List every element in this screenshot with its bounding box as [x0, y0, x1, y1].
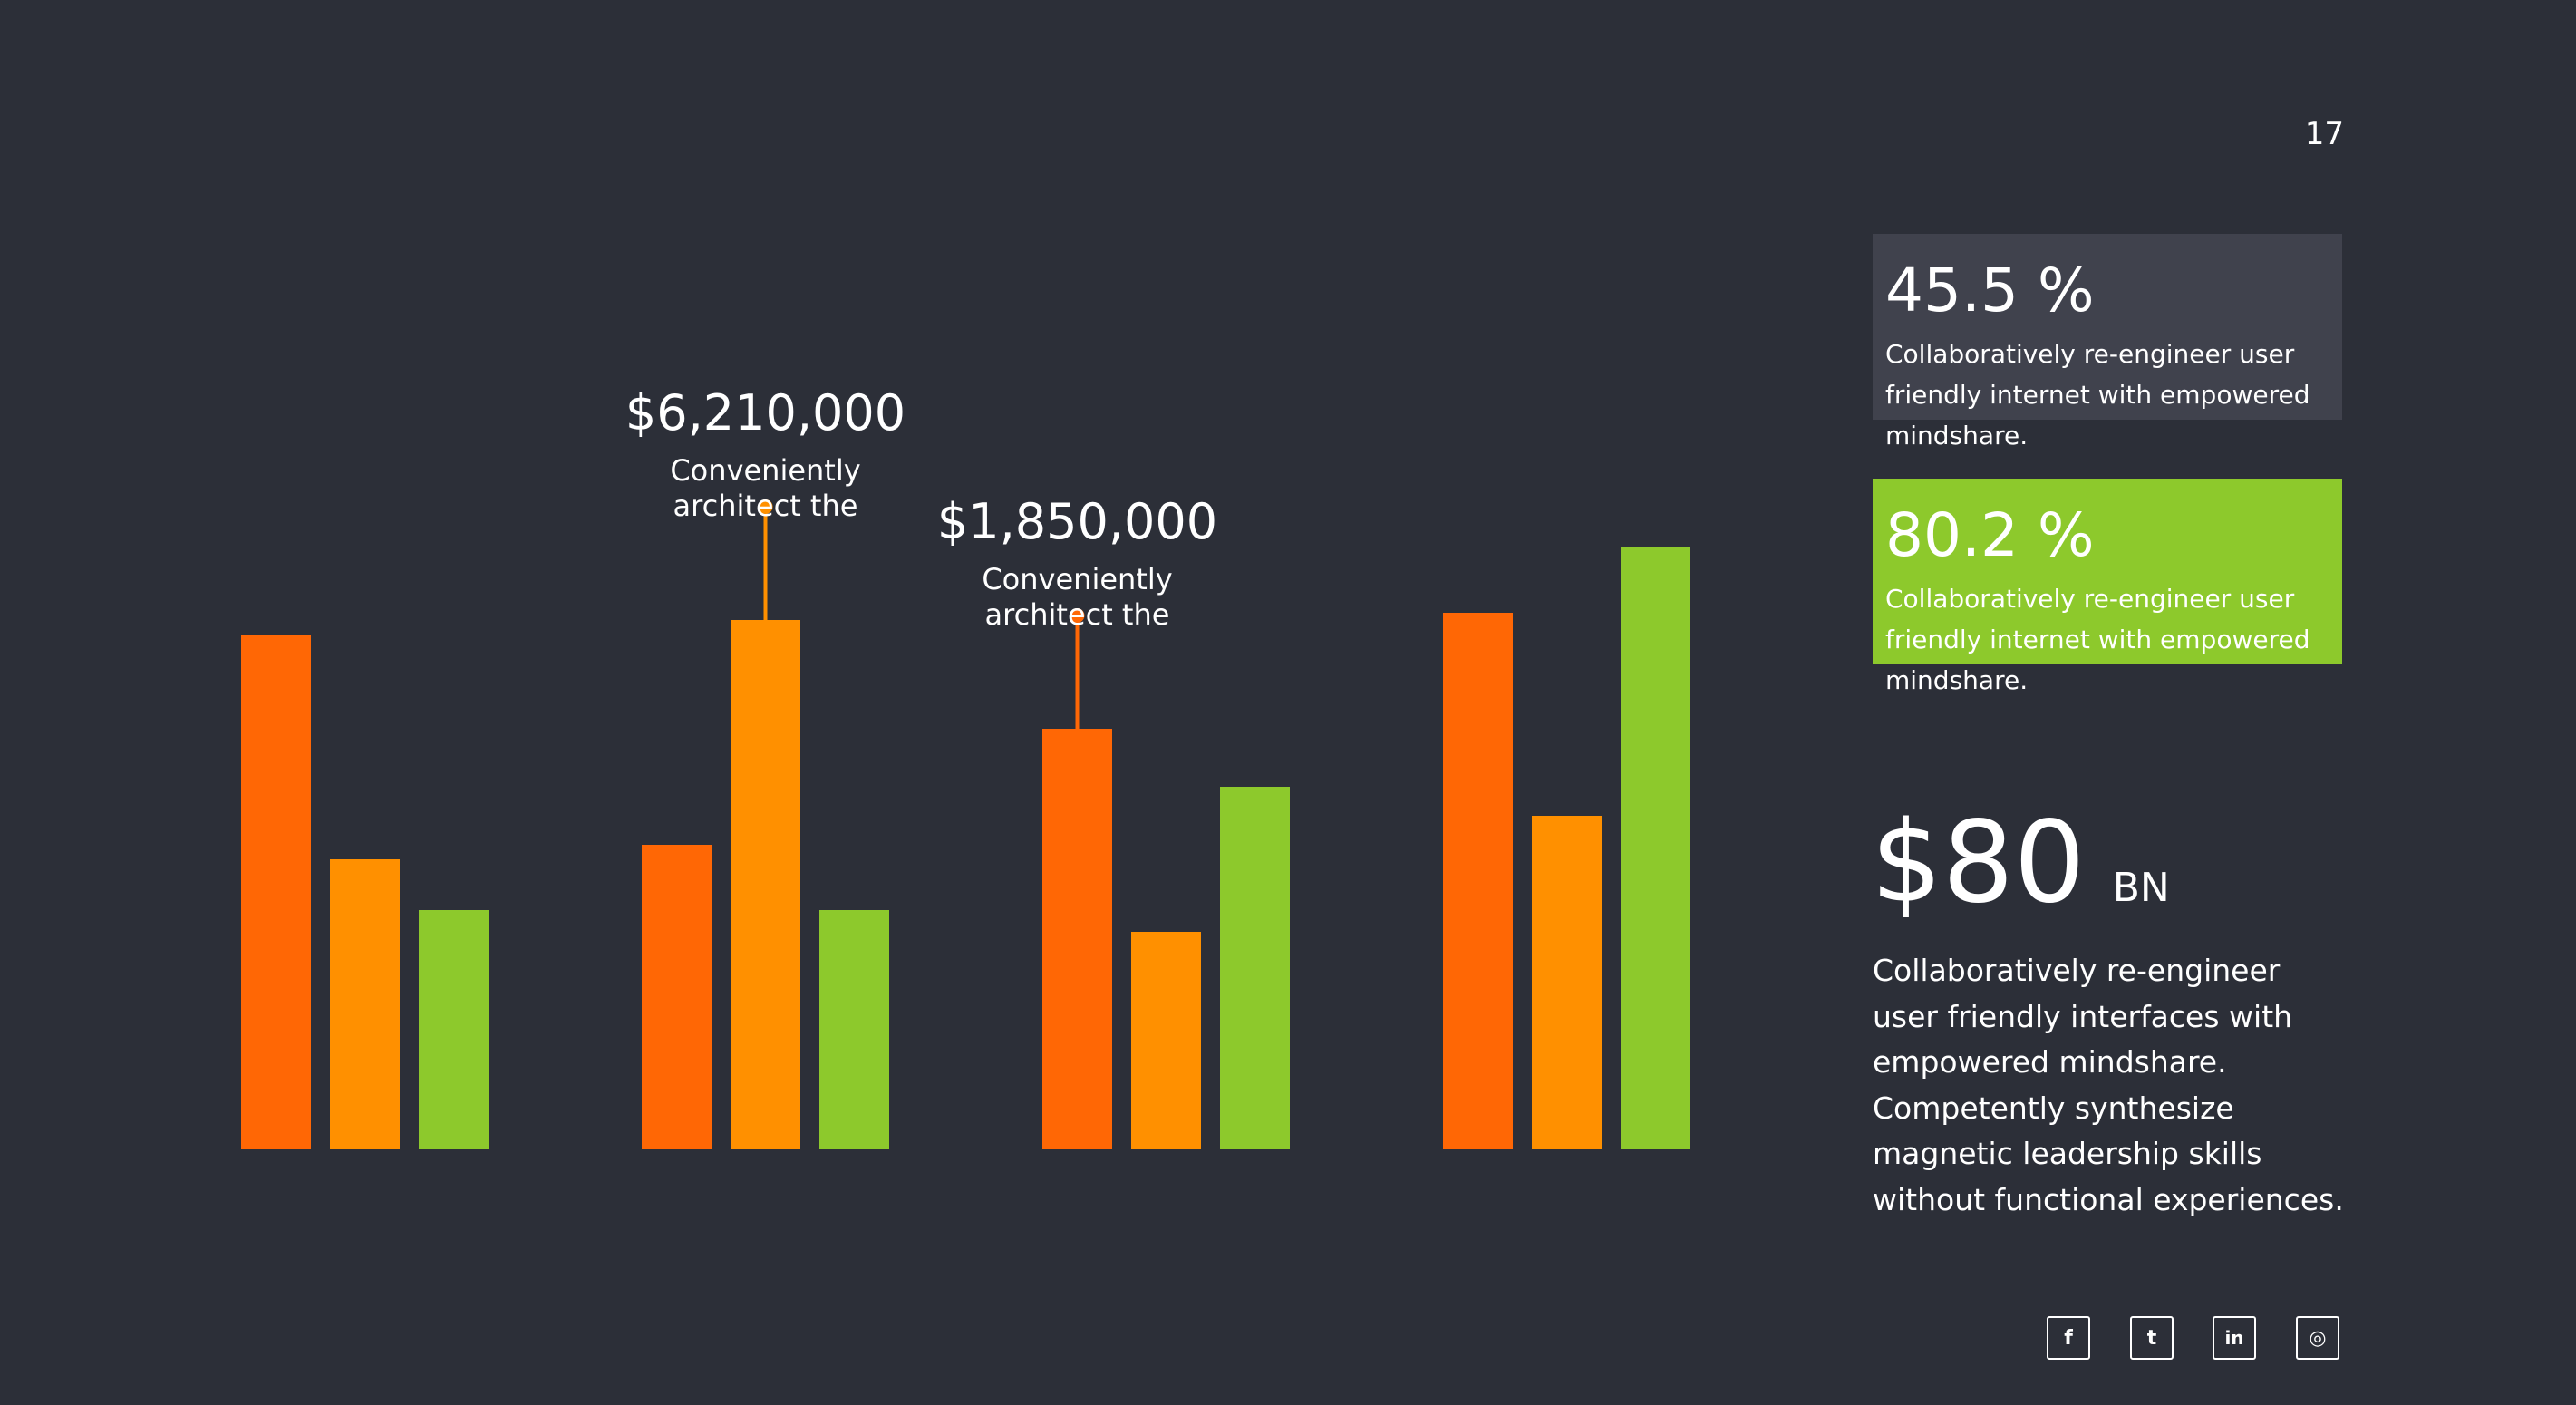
highlight-description: Collaboratively re-engineer user friendl… — [1873, 953, 2344, 1217]
stat-description: Collaboratively re-engineer user friendl… — [1885, 339, 2310, 451]
annotation-dot — [758, 499, 773, 514]
linkedin-icon[interactable]: in — [2213, 1316, 2256, 1360]
annotation-text-line1: Conveniently — [670, 453, 860, 488]
highlight-figure: $80 BN — [1871, 807, 2170, 919]
bar-2-series-1 — [642, 845, 712, 1149]
bar-3-series-2 — [1131, 932, 1201, 1149]
facebook-icon[interactable]: f — [2047, 1316, 2090, 1360]
annotation-text-line2: architect the — [985, 597, 1170, 632]
bar-3-series-3 — [1220, 787, 1290, 1149]
highlight-number: $80 — [1871, 798, 2086, 928]
bar-3-series-1 — [1042, 729, 1112, 1149]
bar-1-series-1 — [241, 635, 311, 1149]
highlight-unit: BN — [2112, 865, 2170, 911]
bar-2-series-2 — [731, 620, 800, 1149]
stat-card-gray: 45.5 % Collaboratively re-engineer user … — [1873, 234, 2342, 451]
bar-4-series-1 — [1443, 613, 1513, 1149]
stat-value: 45.5 % — [1885, 256, 2095, 325]
bar-1-series-2 — [330, 859, 400, 1149]
stat-card-green: 80.2 % Collaboratively re-engineer user … — [1873, 479, 2342, 695]
annotation-value-label: $1,850,000 — [937, 493, 1217, 550]
instagram-icon[interactable]: ◎ — [2296, 1316, 2339, 1360]
stat-value: 80.2 % — [1885, 500, 2095, 570]
bar-2-series-3 — [819, 910, 889, 1149]
bar-4-series-3 — [1621, 547, 1690, 1149]
annotation-value-label: $6,210,000 — [625, 384, 905, 441]
annotation-text-line1: Conveniently — [982, 562, 1172, 596]
stat-description: Collaboratively re-engineer user friendl… — [1885, 584, 2310, 695]
bar-4-series-2 — [1532, 816, 1602, 1149]
annotation-dot — [1070, 608, 1085, 623]
bar-1-series-3 — [419, 910, 489, 1149]
annotation-text-line2: architect the — [673, 489, 858, 523]
page-number: 17 — [2304, 116, 2344, 152]
twitter-icon[interactable]: t — [2130, 1316, 2174, 1360]
